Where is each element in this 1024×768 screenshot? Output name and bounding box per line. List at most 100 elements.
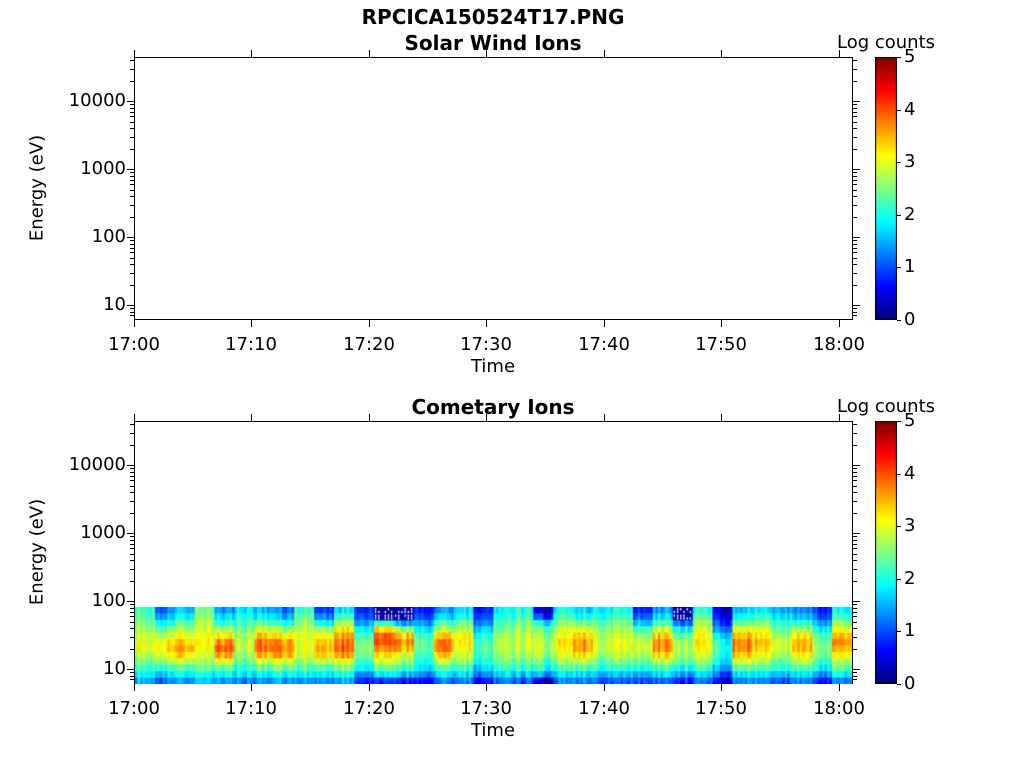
y-minor-tick xyxy=(130,108,134,109)
y-minor-tick xyxy=(130,424,134,425)
y-tick-right xyxy=(853,465,860,467)
colorbar-tick xyxy=(897,684,901,686)
y-tick-right xyxy=(853,601,860,603)
y-minor-tick-right xyxy=(853,608,857,609)
x-tick-label: 17:50 xyxy=(695,698,747,719)
y-minor-tick xyxy=(130,608,134,609)
y-minor-tick-right xyxy=(853,273,857,274)
x-tick xyxy=(721,684,723,691)
colorbar-tick xyxy=(897,110,901,112)
y-minor-tick-right xyxy=(853,312,857,313)
y-minor-tick-right xyxy=(853,569,857,570)
y-minor-tick-right xyxy=(853,172,857,173)
y-minor-tick-right xyxy=(853,205,857,206)
y-minor-tick xyxy=(130,308,134,309)
plot-area xyxy=(134,57,853,320)
x-tick xyxy=(604,684,606,691)
colorbar-tick xyxy=(897,526,901,528)
y-minor-tick-right xyxy=(853,315,857,316)
y-minor-tick-right xyxy=(853,69,857,70)
y-minor-tick-right xyxy=(853,137,857,138)
y-tick xyxy=(127,237,134,239)
x-axis-label: Time xyxy=(470,720,516,741)
x-tick-top xyxy=(369,414,371,421)
y-minor-tick xyxy=(130,217,134,218)
y-minor-tick xyxy=(130,240,134,241)
y-minor-tick xyxy=(130,540,134,541)
x-tick-top xyxy=(721,50,723,57)
colorbar-tick-label: 5 xyxy=(904,410,916,431)
y-minor-tick-right xyxy=(853,190,857,191)
y-minor-tick xyxy=(130,315,134,316)
colorbar-tick-label: 1 xyxy=(904,256,916,277)
y-minor-tick-right xyxy=(853,560,857,561)
y-tick-label: 10000 xyxy=(68,454,126,475)
y-minor-tick-right xyxy=(853,176,857,177)
x-tick xyxy=(134,320,136,327)
colorbar-tick-label: 0 xyxy=(904,673,916,694)
colorbar-title: Log counts xyxy=(836,32,936,53)
y-minor-tick xyxy=(130,172,134,173)
x-tick xyxy=(486,684,488,691)
y-minor-tick xyxy=(130,60,134,61)
y-minor-tick-right xyxy=(853,501,857,502)
colorbar-tick xyxy=(897,579,901,581)
y-minor-tick xyxy=(130,616,134,617)
y-minor-tick xyxy=(130,244,134,245)
x-tick-label: 18:00 xyxy=(813,334,865,355)
y-tick-right xyxy=(853,101,860,103)
x-tick-label: 17:30 xyxy=(460,334,512,355)
y-tick xyxy=(127,669,134,671)
x-tick xyxy=(251,684,253,691)
y-minor-tick-right xyxy=(853,472,857,473)
x-tick-label: 17:20 xyxy=(343,334,395,355)
y-minor-tick-right xyxy=(853,248,857,249)
y-minor-tick-right xyxy=(853,244,857,245)
x-tick-label: 17:40 xyxy=(578,698,630,719)
y-minor-tick xyxy=(130,149,134,150)
colorbar-tick xyxy=(897,57,901,59)
x-tick xyxy=(721,320,723,327)
y-minor-tick-right xyxy=(853,486,857,487)
x-tick-top xyxy=(604,50,606,57)
spectrogram-canvas xyxy=(135,607,852,684)
y-minor-tick xyxy=(130,180,134,181)
y-minor-tick xyxy=(130,205,134,206)
colorbar-tick-label: 1 xyxy=(904,620,916,641)
y-minor-tick xyxy=(130,604,134,605)
y-minor-tick-right xyxy=(853,492,857,493)
y-minor-tick-right xyxy=(853,676,857,677)
x-tick xyxy=(251,320,253,327)
x-tick-top xyxy=(134,50,136,57)
y-minor-tick xyxy=(130,679,134,680)
y-minor-tick-right xyxy=(853,433,857,434)
y-tick-label: 10000 xyxy=(68,90,126,111)
y-minor-tick xyxy=(130,581,134,582)
y-minor-tick-right xyxy=(853,581,857,582)
y-minor-tick-right xyxy=(853,548,857,549)
y-tick-right xyxy=(853,305,860,307)
y-minor-tick xyxy=(130,622,134,623)
y-minor-tick-right xyxy=(853,128,857,129)
y-minor-tick-right xyxy=(853,308,857,309)
y-tick xyxy=(127,533,134,535)
x-tick-label: 17:00 xyxy=(108,698,160,719)
y-minor-tick xyxy=(130,122,134,123)
y-tick-right xyxy=(853,533,860,535)
y-minor-tick-right xyxy=(853,104,857,105)
y-tick-right xyxy=(853,669,860,671)
y-minor-tick-right xyxy=(853,480,857,481)
y-minor-tick xyxy=(130,104,134,105)
y-minor-tick-right xyxy=(853,612,857,613)
y-minor-tick xyxy=(130,176,134,177)
y-minor-tick xyxy=(130,628,134,629)
y-minor-tick-right xyxy=(853,672,857,673)
colorbar-tick-label: 4 xyxy=(904,99,916,120)
y-minor-tick xyxy=(130,285,134,286)
y-minor-tick xyxy=(130,184,134,185)
colorbar-tick-label: 3 xyxy=(904,515,916,536)
x-tick-label: 17:50 xyxy=(695,334,747,355)
y-minor-tick-right xyxy=(853,628,857,629)
colorbar-tick-label: 2 xyxy=(904,568,916,589)
x-tick-label: 18:00 xyxy=(813,698,865,719)
